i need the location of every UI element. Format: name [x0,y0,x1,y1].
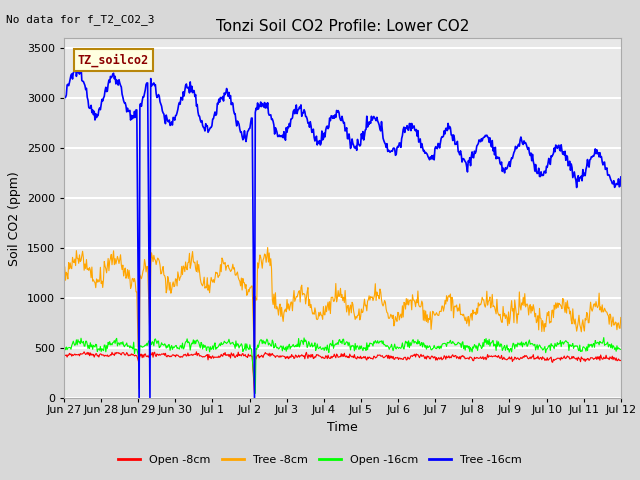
Open -16cm [600,335,607,340]
Text: No data for f_T2_CO2_3: No data for f_T2_CO2_3 [6,14,155,25]
Y-axis label: Soil CO2 (ppm): Soil CO2 (ppm) [8,171,21,266]
Open -8cm [60,352,68,358]
Open -8cm [251,391,259,396]
Text: TZ_soilco2: TZ_soilco2 [78,53,149,67]
Tree -16cm [128,116,136,122]
Tree -16cm [617,174,625,180]
Open -8cm [412,354,419,360]
Tree -8cm [127,283,135,289]
Tree -8cm [135,385,143,391]
Open -16cm [411,338,419,344]
Tree -16cm [60,98,68,104]
Open -16cm [214,345,221,351]
Open -8cm [70,352,78,358]
Tree -8cm [428,318,436,324]
X-axis label: Time: Time [327,421,358,434]
Line: Open -8cm: Open -8cm [64,352,621,394]
Tree -16cm [215,96,223,102]
Open -8cm [185,353,193,359]
Tree -8cm [412,304,419,310]
Tree -8cm [617,314,625,320]
Open -8cm [80,349,88,355]
Line: Tree -16cm: Tree -16cm [64,66,621,398]
Legend: Open -8cm, Tree -8cm, Open -16cm, Tree -16cm: Open -8cm, Tree -8cm, Open -16cm, Tree -… [113,451,527,469]
Tree -16cm [186,90,193,96]
Tree -8cm [60,279,68,285]
Open -16cm [252,391,259,396]
Open -8cm [214,355,222,360]
Line: Tree -8cm: Tree -8cm [64,248,621,388]
Open -16cm [60,345,68,351]
Line: Open -16cm: Open -16cm [64,337,621,394]
Tree -16cm [412,128,419,133]
Tree -16cm [135,396,143,401]
Tree -8cm [264,245,271,251]
Tree -8cm [70,260,78,265]
Title: Tonzi Soil CO2 Profile: Lower CO2: Tonzi Soil CO2 Profile: Lower CO2 [216,20,469,35]
Open -16cm [617,347,625,352]
Open -8cm [617,358,625,363]
Tree -8cm [214,275,222,280]
Tree -16cm [428,153,436,158]
Open -16cm [184,340,192,346]
Tree -16cm [70,69,78,74]
Tree -8cm [185,260,193,265]
Open -16cm [428,347,435,353]
Open -8cm [428,353,436,359]
Open -16cm [127,345,135,351]
Tree -16cm [77,63,85,69]
Open -16cm [70,341,78,347]
Open -8cm [128,352,136,358]
